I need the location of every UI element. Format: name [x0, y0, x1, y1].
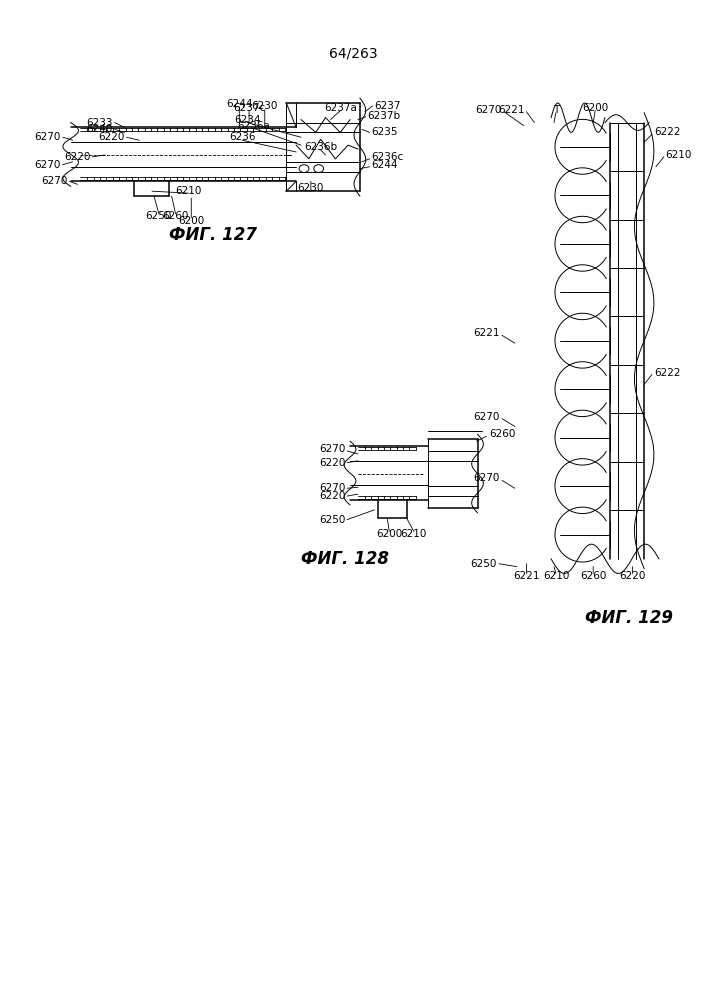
Text: 6270: 6270 — [476, 105, 502, 115]
Text: 6236c: 6236c — [372, 152, 404, 162]
Text: 6240: 6240 — [86, 124, 113, 134]
Text: 6250: 6250 — [319, 515, 345, 525]
Text: ФИГ. 129: ФИГ. 129 — [585, 609, 673, 627]
Text: 6200: 6200 — [376, 529, 402, 539]
Text: ФИГ. 127: ФИГ. 127 — [169, 226, 257, 244]
Text: 6244: 6244 — [226, 99, 252, 109]
Text: 6270: 6270 — [474, 412, 500, 422]
Text: 64/263: 64/263 — [329, 47, 378, 61]
Text: 6210: 6210 — [543, 571, 569, 581]
Text: 6244: 6244 — [372, 160, 398, 170]
Text: 6260: 6260 — [489, 429, 515, 439]
Text: 6250: 6250 — [471, 559, 497, 569]
Text: 6230: 6230 — [252, 101, 278, 111]
Text: 6230: 6230 — [298, 183, 324, 193]
Text: 6220: 6220 — [319, 491, 345, 501]
Text: 6270: 6270 — [474, 473, 500, 483]
Text: 6270: 6270 — [35, 160, 61, 170]
Text: 6234: 6234 — [234, 115, 260, 125]
Text: 6260: 6260 — [163, 211, 189, 221]
Text: 6222: 6222 — [654, 127, 680, 137]
Text: 6233: 6233 — [86, 118, 113, 128]
Text: 6210: 6210 — [666, 150, 692, 160]
Text: 6250: 6250 — [146, 211, 172, 221]
Text: 6220: 6220 — [98, 132, 124, 142]
Text: 6222: 6222 — [654, 368, 680, 378]
Text: 6260: 6260 — [580, 571, 607, 581]
Text: 6270: 6270 — [41, 176, 68, 186]
Text: 6200: 6200 — [178, 216, 204, 226]
Text: 6236: 6236 — [229, 132, 255, 142]
Text: 6270: 6270 — [319, 444, 345, 454]
Text: 6237a: 6237a — [324, 103, 357, 113]
Text: 6270: 6270 — [319, 483, 345, 493]
Text: 6210: 6210 — [401, 529, 427, 539]
Text: 6220: 6220 — [619, 571, 645, 581]
Text: 6220: 6220 — [64, 152, 90, 162]
Text: 6237b: 6237b — [368, 111, 401, 121]
Text: ФИГ. 128: ФИГ. 128 — [301, 550, 389, 568]
Text: 6221: 6221 — [513, 571, 539, 581]
Text: 6210: 6210 — [175, 186, 201, 196]
Text: 6200: 6200 — [582, 103, 608, 113]
Text: 6221: 6221 — [498, 105, 525, 115]
Text: 6237: 6237 — [375, 101, 401, 111]
Text: T: T — [553, 105, 559, 115]
Text: 6236a: 6236a — [238, 121, 271, 131]
Text: 6236b: 6236b — [304, 142, 337, 152]
Text: 6221: 6221 — [474, 328, 500, 338]
Text: 6237c: 6237c — [233, 103, 265, 113]
Text: 6270: 6270 — [35, 132, 61, 142]
Text: 6220: 6220 — [319, 458, 345, 468]
Text: 6235: 6235 — [372, 127, 398, 137]
